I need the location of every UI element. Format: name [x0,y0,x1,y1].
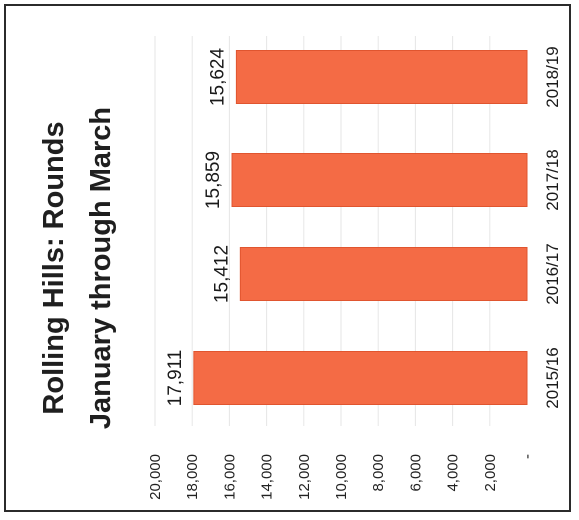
category-label: 2018/19 [543,46,562,107]
label-layer: 17,911 15,412 15,859 15,624 [165,48,232,407]
data-label: 15,412 [211,245,232,303]
tick-label: 16,000 [221,454,238,500]
chart-frame: 17,911 15,412 15,859 15,624 20,000 18,000 16,… [4,4,571,512]
chart-subtitle: January through March [85,107,117,429]
tick-label: 4,000 [445,454,462,492]
category-label: 2015/16 [543,347,562,408]
tick-label: 2,000 [482,454,499,492]
tick-label: 14,000 [259,454,276,500]
bar-2018-19 [235,50,528,104]
chart-svg: 17,911 15,412 15,859 15,624 20,000 18,000 16,… [38,36,562,500]
tick-label: 10,000 [333,454,350,500]
data-label: 15,624 [207,48,228,107]
tick-label: 8,000 [370,454,387,492]
data-label: 15,859 [203,151,224,209]
bar-2016-17 [239,247,528,301]
tick-label: 18,000 [184,454,201,500]
tick-layer: 20,000 18,000 16,000 14,000 12,000 10,000 8,00… [147,454,536,500]
bar-layer [193,50,528,405]
tick-label: 6,000 [407,454,424,492]
bar-2017-18 [231,153,528,207]
bar-2015-16 [193,351,528,405]
cat-layer: 2015/16 2016/17 2017/18 2018/19 [543,46,562,408]
chart-title: Rolling Hills: Rounds [38,121,70,414]
tick-label: 20,000 [147,454,164,500]
tick-label: - [519,454,536,459]
tick-label: 12,000 [296,454,313,500]
data-label: 17,911 [165,350,186,407]
category-label: 2017/18 [543,149,562,210]
category-label: 2016/17 [543,243,562,304]
